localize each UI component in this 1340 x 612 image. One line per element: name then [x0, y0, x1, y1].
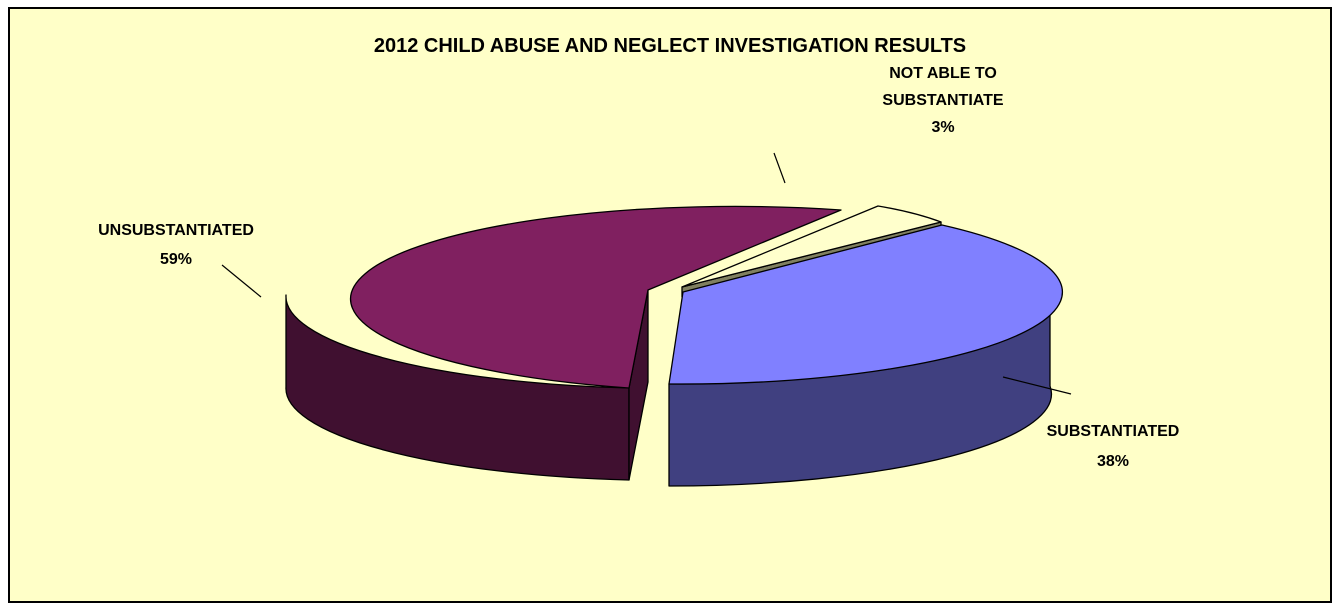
leader-line-unsubstantiated: [221, 264, 262, 298]
pie-chart: 2012 CHILD ABUSE AND NEGLECT INVESTIGATI…: [98, 35, 1180, 487]
slice-substantiated-top: [668, 224, 1064, 385]
value-not-able: 3%: [931, 119, 954, 136]
slice-unsubstantiated-top: [349, 205, 842, 389]
label-not-able-line1: NOT ABLE TO: [889, 65, 997, 82]
label-unsubstantiated: UNSUBSTANTIATED: [98, 222, 254, 239]
label-substantiated: SUBSTANTIATED: [1047, 423, 1180, 440]
leader-line-substantiated: [1002, 376, 1072, 395]
chart-title: 2012 CHILD ABUSE AND NEGLECT INVESTIGATI…: [374, 35, 966, 57]
slice-not-able-top: [681, 205, 942, 288]
leader-line-not-able: [773, 152, 786, 184]
value-unsubstantiated: 59%: [160, 251, 192, 268]
label-not-able-line2: SUBSTANTIATE: [882, 92, 1004, 109]
chart-area: 2012 CHILD ABUSE AND NEGLECT INVESTIGATI…: [8, 7, 1332, 603]
value-substantiated: 38%: [1097, 453, 1129, 470]
